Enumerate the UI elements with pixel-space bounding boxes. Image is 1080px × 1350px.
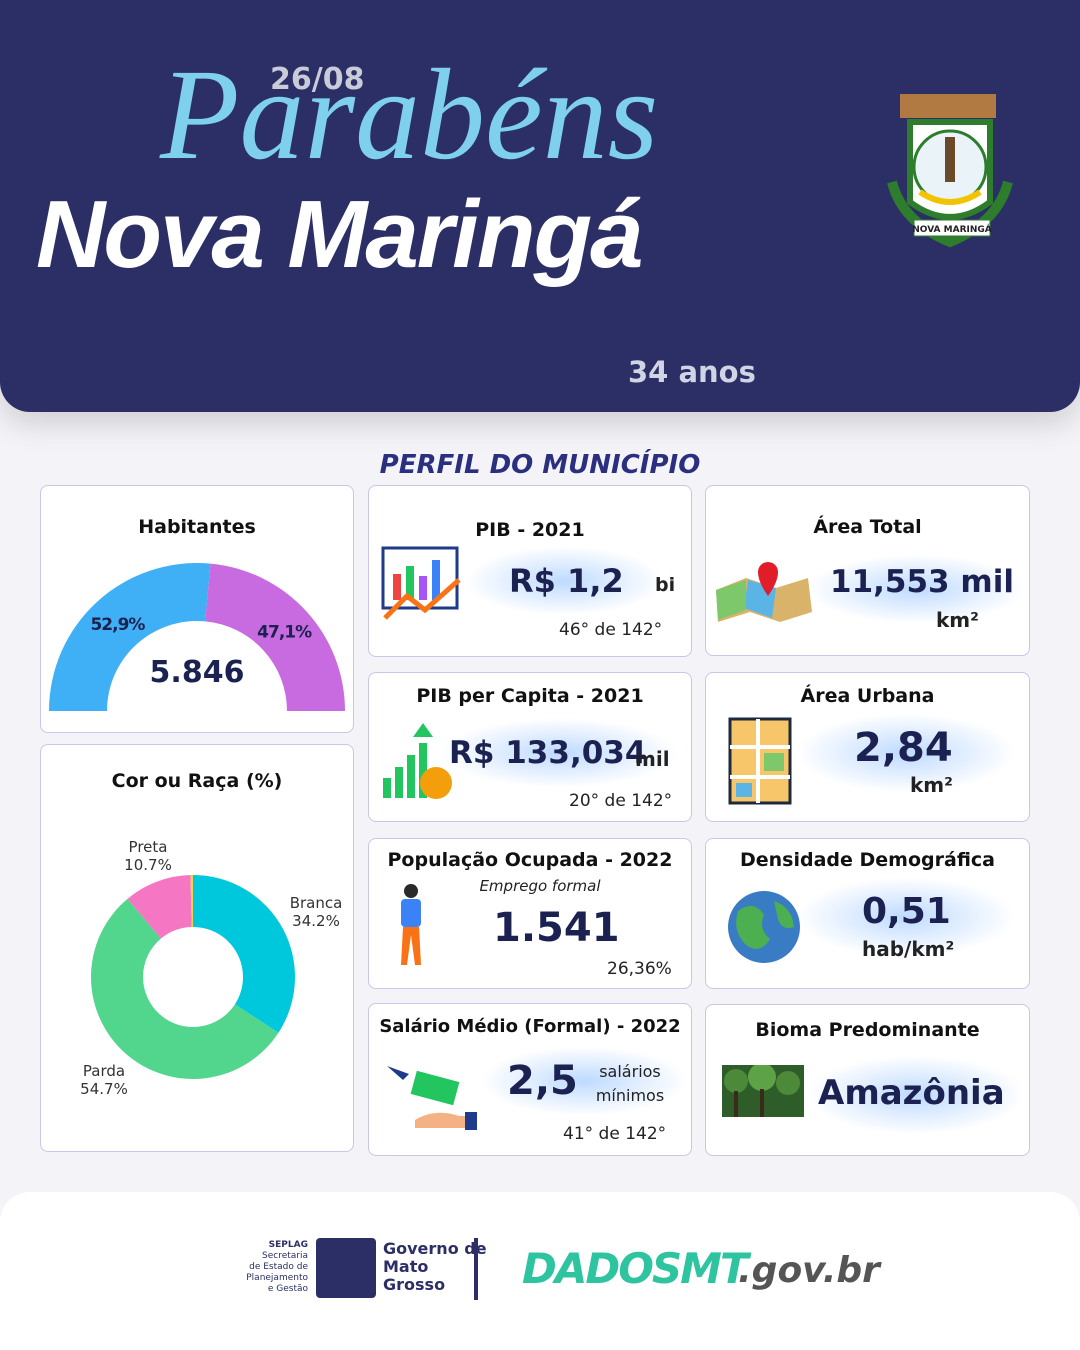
rank: 41° de 142° bbox=[563, 1124, 667, 1144]
divider bbox=[474, 1238, 478, 1300]
city-map-icon bbox=[728, 717, 792, 805]
governo: Governo de Mato Grosso bbox=[383, 1240, 487, 1294]
unit: mil bbox=[635, 747, 670, 771]
card-title: Cor ou Raça (%) bbox=[111, 770, 283, 792]
governo-line: Governo de bbox=[383, 1239, 487, 1258]
category-label: Branca bbox=[290, 894, 343, 912]
chart-icon bbox=[381, 546, 461, 620]
note: 26,36% bbox=[607, 959, 672, 979]
half-donut-segment bbox=[205, 563, 345, 711]
category-label: Preta bbox=[129, 838, 168, 856]
unit: salários mínimos bbox=[595, 1062, 665, 1105]
donut-segment bbox=[127, 875, 192, 939]
card-title: Área Total bbox=[813, 516, 922, 538]
rank: 46° de 142° bbox=[559, 620, 663, 640]
raca-card: Cor ou Raça (%) bbox=[40, 744, 354, 1152]
densidade-card: Densidade Demográfica 0,51 hab/km² bbox=[705, 838, 1030, 989]
value: 1.541 bbox=[493, 905, 620, 951]
money-icon bbox=[387, 1066, 477, 1130]
segment-label: 52,9% bbox=[90, 615, 145, 635]
value-label: 10.7% bbox=[124, 856, 172, 874]
seplag-line: e Gestão bbox=[267, 1284, 308, 1294]
bioma-card: Bioma Predominante Amazônia bbox=[705, 1004, 1030, 1156]
donut-segment bbox=[91, 898, 279, 1079]
unit: bi bbox=[655, 574, 676, 596]
total-label: 5.846 bbox=[150, 655, 245, 690]
populacao-card: População Ocupada - 2022 Emprego formal … bbox=[368, 838, 692, 989]
section-title: PERFIL DO MUNICÍPIO bbox=[379, 450, 701, 480]
seplag: SEPLAG Secretaria de Estado de Planejame… bbox=[230, 1240, 308, 1295]
card-title: PIB per Capita - 2021 bbox=[416, 685, 644, 707]
unit: km² bbox=[910, 773, 953, 797]
value: 2,84 bbox=[854, 725, 953, 771]
rank: 20° de 142° bbox=[569, 791, 673, 811]
growth-icon bbox=[383, 723, 452, 799]
domain: .gov.br bbox=[738, 1250, 880, 1291]
greeting: Parabéns bbox=[160, 43, 659, 187]
person-icon bbox=[401, 884, 421, 965]
seplag-line: de Estado de bbox=[249, 1262, 308, 1272]
seplag-line: Planejamento bbox=[246, 1273, 308, 1283]
forest-icon bbox=[722, 1065, 804, 1117]
card-title: Salário Médio (Formal) - 2022 bbox=[379, 1016, 681, 1037]
salario-card: Salário Médio (Formal) - 2022 2,5 salári… bbox=[368, 1003, 692, 1156]
half-donut-segment bbox=[49, 562, 211, 711]
seplag-line: Secretaria bbox=[262, 1251, 308, 1261]
emblem-text: NOVA MARINGÁ bbox=[912, 223, 992, 235]
emblem: NOVA MARINGÁ bbox=[887, 94, 1013, 248]
pib-capita-card: PIB per Capita - 2021 R$ 133,034 mil 20°… bbox=[368, 672, 692, 822]
governo-line: Mato bbox=[383, 1257, 429, 1276]
card-title: Habitantes bbox=[138, 516, 256, 538]
age: 34 anos bbox=[628, 355, 756, 389]
value: 2,5 bbox=[507, 1058, 578, 1104]
footer: SEPLAG Secretaria de Estado de Planejame… bbox=[0, 1192, 1080, 1350]
header: 26/08 Parabéns Nova Maringá 34 anos NOVA… bbox=[0, 0, 1080, 412]
value: 11,553 mil bbox=[830, 564, 1014, 600]
category-label: Parda bbox=[83, 1062, 125, 1080]
date: 26/08 bbox=[270, 62, 365, 97]
dados: DADOSMT bbox=[522, 1244, 749, 1293]
pib-card: PIB - 2021 R$ 1,2 bi 46° de 142° bbox=[368, 485, 692, 657]
value: Amazônia bbox=[818, 1073, 1005, 1113]
card-title: População Ocupada - 2022 bbox=[387, 849, 673, 871]
card-title: Bioma Predominante bbox=[755, 1019, 980, 1041]
value-label: 54.7% bbox=[80, 1080, 128, 1098]
value: 0,51 bbox=[862, 891, 951, 932]
governo-line: Grosso bbox=[383, 1275, 446, 1294]
map-icon bbox=[716, 562, 812, 622]
value: R$ 133,034 bbox=[449, 735, 647, 771]
card-title: PIB - 2021 bbox=[475, 519, 585, 541]
donut-segment bbox=[190, 875, 193, 928]
globe-icon bbox=[728, 891, 800, 963]
value-label: 34.2% bbox=[292, 912, 340, 930]
card-title: Área Urbana bbox=[800, 685, 935, 707]
segment-label: 47,1% bbox=[257, 622, 312, 642]
city: Nova Maringá bbox=[36, 181, 643, 288]
gov-emblem bbox=[316, 1238, 376, 1298]
unit: km² bbox=[936, 608, 979, 632]
subtitle: Emprego formal bbox=[479, 877, 601, 895]
seplag-line: SEPLAG bbox=[268, 1240, 308, 1250]
area-urbana-card: Área Urbana 2,84 km² bbox=[705, 672, 1030, 822]
area-total-card: Área Total 11,553 mil km² bbox=[705, 485, 1030, 656]
donut-segment bbox=[193, 875, 295, 1033]
unit: hab/km² bbox=[862, 937, 955, 961]
value: R$ 1,2 bbox=[509, 562, 624, 600]
card-title: Densidade Demográfica bbox=[740, 849, 995, 871]
